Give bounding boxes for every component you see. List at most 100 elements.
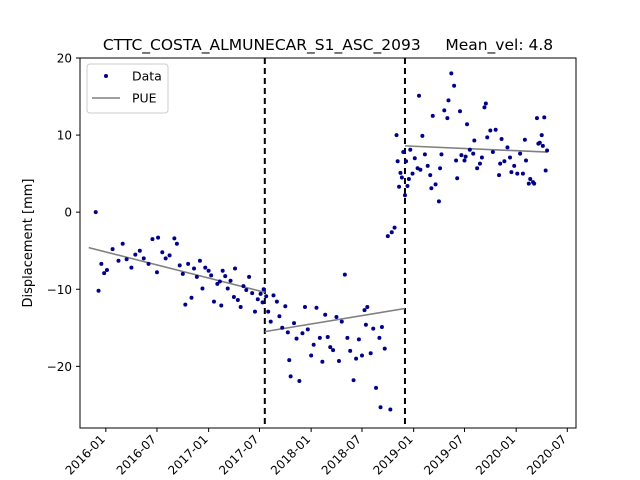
data-point xyxy=(266,309,271,314)
data-point xyxy=(192,266,197,271)
data-point xyxy=(485,135,490,140)
data-point xyxy=(467,147,472,152)
data-point xyxy=(512,163,517,168)
data-point xyxy=(542,115,547,120)
data-point xyxy=(452,83,457,88)
data-point xyxy=(351,378,356,383)
data-point xyxy=(438,166,443,171)
x-tick-label: 2018-01 xyxy=(268,432,313,477)
data-point xyxy=(277,314,282,319)
data-point xyxy=(255,297,260,302)
data-point xyxy=(534,116,539,121)
data-point xyxy=(445,116,450,121)
data-point xyxy=(483,101,488,106)
data-point xyxy=(238,304,243,309)
data-point xyxy=(430,113,435,118)
data-point xyxy=(439,152,444,157)
data-point xyxy=(129,265,134,270)
data-point xyxy=(206,268,211,273)
data-point xyxy=(378,405,383,410)
data-point xyxy=(505,145,510,150)
data-point xyxy=(288,374,293,379)
x-tick-label: 2020-01 xyxy=(473,432,518,477)
data-point xyxy=(260,300,265,305)
y-tick-label: 0 xyxy=(64,206,72,220)
data-point xyxy=(368,351,373,356)
data-point xyxy=(385,234,390,239)
data-point xyxy=(271,293,276,298)
data-point xyxy=(365,304,370,309)
data-point xyxy=(479,155,484,160)
data-point xyxy=(235,298,240,303)
data-point xyxy=(287,358,292,363)
chart-title: CTTC_COSTA_ALMUNECAR_S1_ASC_2093 Mean_ve… xyxy=(103,36,553,55)
data-point xyxy=(522,137,527,142)
data-point xyxy=(455,176,460,181)
data-point xyxy=(102,271,107,276)
data-point xyxy=(402,193,407,198)
data-point xyxy=(458,109,463,114)
data-point xyxy=(425,163,430,168)
data-point xyxy=(472,138,477,143)
data-point xyxy=(526,181,531,186)
x-tick-label: 2017-01 xyxy=(165,432,210,477)
data-point xyxy=(209,273,214,278)
data-point xyxy=(422,152,427,157)
data-point xyxy=(223,274,228,279)
data-point xyxy=(104,267,109,272)
data-point xyxy=(323,312,328,317)
data-point xyxy=(219,303,224,308)
data-point xyxy=(150,237,155,242)
data-point xyxy=(395,159,400,164)
data-point xyxy=(374,385,379,390)
data-point xyxy=(189,295,194,300)
x-tick-label: 2019-07 xyxy=(421,432,466,477)
data-point xyxy=(392,225,397,230)
legend-marker-dot xyxy=(104,74,108,78)
data-point xyxy=(174,241,179,246)
data-point xyxy=(420,133,425,138)
data-point xyxy=(359,353,364,358)
data-point xyxy=(334,315,339,319)
data-point xyxy=(141,256,146,261)
data-point xyxy=(524,158,529,163)
data-point xyxy=(200,286,205,291)
data-point xyxy=(416,93,421,98)
data-point xyxy=(454,158,459,163)
data-point xyxy=(412,156,417,161)
y-tick-label: −20 xyxy=(47,360,72,374)
data-point xyxy=(408,147,413,152)
data-point xyxy=(449,71,454,76)
y-axis: −20 −10 0 10 20 xyxy=(47,52,80,374)
data-point xyxy=(436,199,441,204)
data-point xyxy=(515,171,520,176)
data-point xyxy=(325,335,330,340)
data-point xyxy=(250,291,255,296)
data-point xyxy=(137,248,142,253)
data-point xyxy=(177,263,182,268)
break-lines xyxy=(263,58,406,428)
data-point xyxy=(264,294,269,299)
data-point xyxy=(475,166,480,171)
data-point xyxy=(540,143,545,148)
data-point xyxy=(539,133,544,138)
x-tick-label: 2016-01 xyxy=(63,432,108,477)
data-point xyxy=(93,210,98,215)
data-point xyxy=(285,330,290,335)
data-point xyxy=(183,302,188,307)
data-point xyxy=(292,321,297,326)
data-point xyxy=(154,270,159,275)
data-point xyxy=(520,171,525,176)
data-point xyxy=(311,342,316,347)
data-point xyxy=(247,274,252,279)
data-point xyxy=(363,322,368,327)
fit-segment xyxy=(264,307,406,333)
data-point xyxy=(228,278,233,283)
data-point xyxy=(498,161,503,166)
data-point xyxy=(203,265,208,270)
data-point xyxy=(172,236,177,241)
data-point xyxy=(446,98,451,103)
y-tick-label: 10 xyxy=(57,129,72,143)
data-point xyxy=(220,268,225,273)
